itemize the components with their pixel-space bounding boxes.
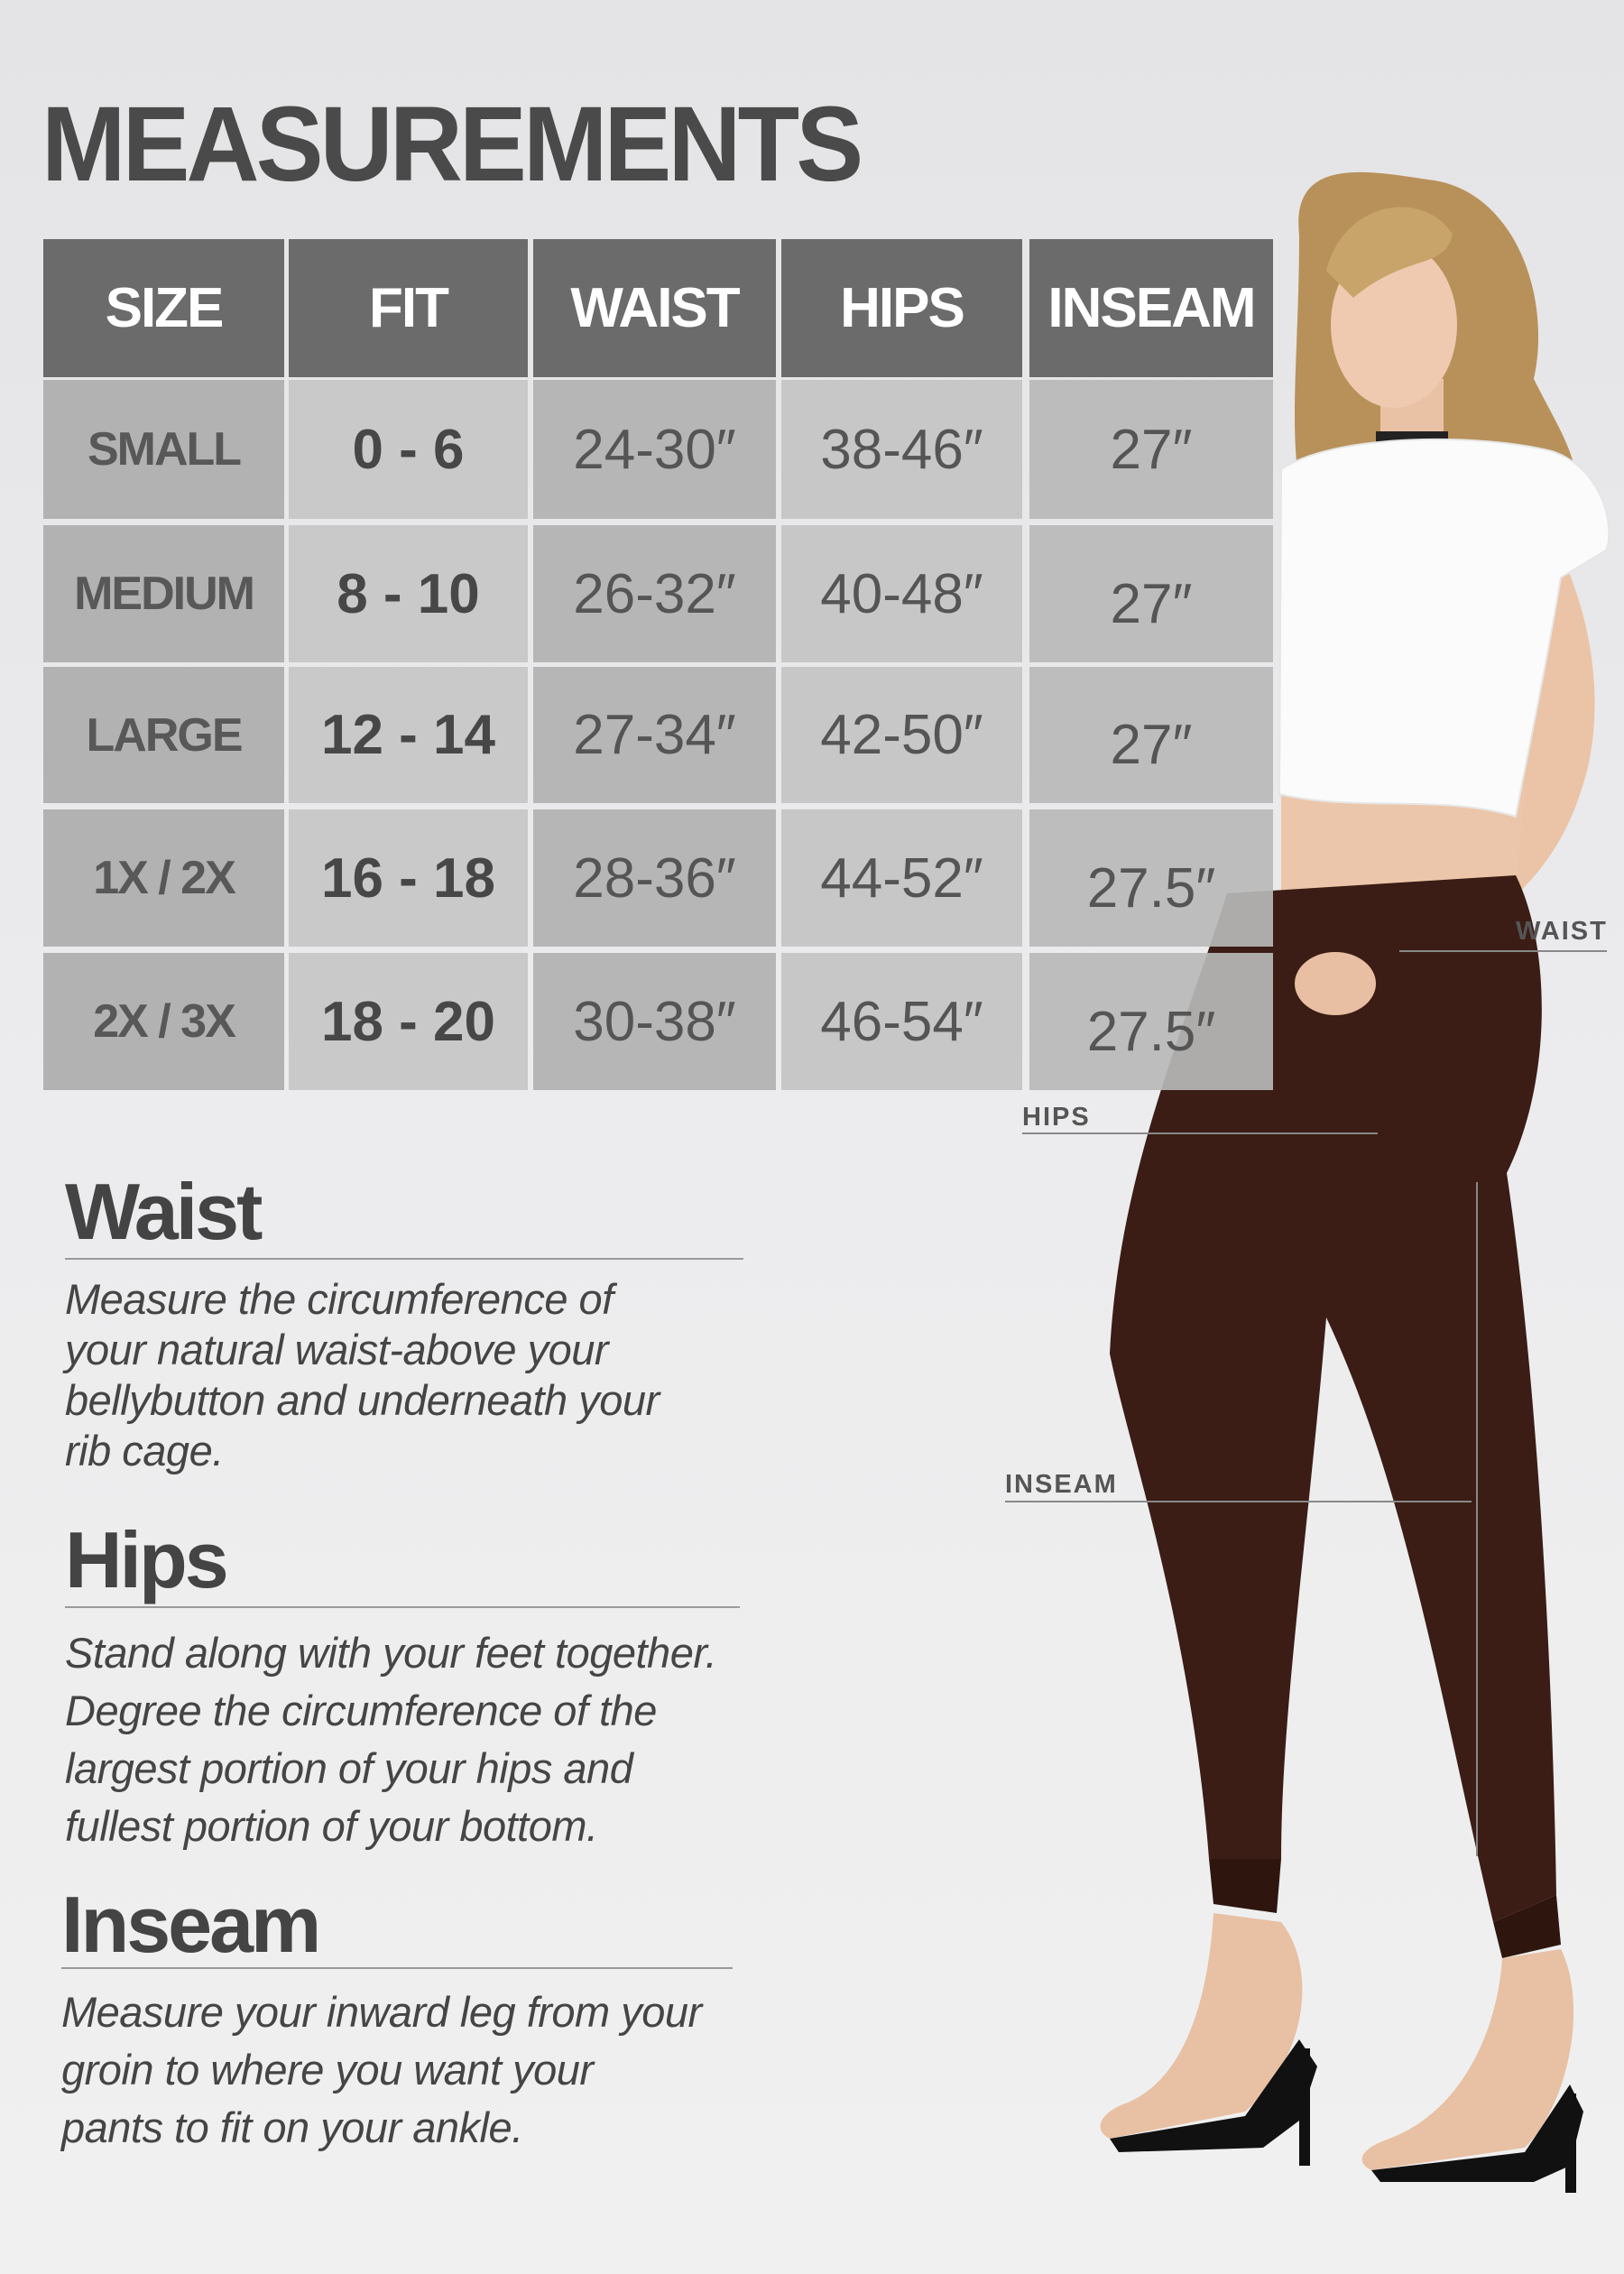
description-line: Stand along with your feet together.: [65, 1629, 717, 1677]
cell-hips: 42-50″: [781, 667, 1022, 803]
cell-fit: 16 - 18: [289, 809, 528, 947]
section-divider: [65, 1258, 743, 1260]
cell-inseam: 27.5″: [1029, 953, 1273, 1090]
description-line: your natural waist-above your: [65, 1326, 609, 1373]
cell-fit: 18 - 20: [289, 953, 528, 1090]
section-description: Measure the circumference of your natural…: [65, 1274, 660, 1476]
hips-line: [1022, 1132, 1378, 1134]
cell-inseam: 27″: [1029, 525, 1273, 662]
cell-size: SMALL: [43, 380, 284, 519]
cell-waist: 26-32″: [533, 525, 776, 662]
section-divider: [61, 1967, 733, 1969]
cell-hips: 44-52″: [781, 809, 1022, 947]
cell-fit: 0 - 6: [289, 380, 528, 519]
description-line: Degree the circumference of the: [65, 1687, 657, 1734]
cell-inseam: 27″: [1029, 380, 1273, 519]
cell-inseam: 27″: [1029, 667, 1273, 803]
description-line: pants to fit on your ankle.: [61, 2103, 523, 2151]
cell-waist: 28-36″: [533, 809, 776, 947]
figure-label-waist: WAIST: [1516, 917, 1608, 946]
cell-size: 2X / 3X: [43, 953, 284, 1090]
cell-waist: 24-30″: [533, 380, 776, 519]
inseam-line: [1005, 1501, 1472, 1502]
cell-fit: 12 - 14: [289, 667, 528, 803]
description-line: Measure the circumference of: [65, 1275, 614, 1323]
inseam-vertical-line: [1476, 1182, 1478, 1856]
cell-size: MEDIUM: [43, 525, 284, 662]
cell-waist: 30-38″: [533, 953, 776, 1090]
cell-fit: 8 - 10: [289, 525, 528, 662]
header-inseam: INSEAM: [1029, 239, 1273, 377]
section-description: Stand along with your feet together. Degr…: [65, 1624, 717, 1855]
figure-label-hips: HIPS: [1022, 1103, 1091, 1132]
description-line: Measure your inward leg from your: [61, 1988, 702, 2036]
description-line: bellybutton and underneath your: [65, 1376, 660, 1424]
cell-waist: 27-34″: [533, 667, 776, 803]
cell-size: 1X / 2X: [43, 809, 284, 947]
header-waist: WAIST: [533, 239, 776, 377]
section-description: Measure your inward leg from your groin t…: [61, 1983, 702, 2157]
cell-hips: 40-48″: [781, 525, 1022, 662]
description-line: fullest portion of your bottom.: [65, 1802, 598, 1850]
section-heading-waist: Waist: [65, 1167, 263, 1256]
waist-line: [1399, 950, 1607, 952]
description-line: largest portion of your hips and: [65, 1744, 633, 1792]
cell-size: LARGE: [43, 667, 284, 803]
page-title: MEASUREMENTS: [42, 85, 863, 204]
size-chart-table: SIZE FIT WAIST HIPS INSEAM SMALL 0 - 6 24-30″ 38…: [43, 239, 1273, 1090]
section-heading-hips: Hips: [65, 1515, 229, 1604]
section-divider: [65, 1606, 740, 1608]
cell-hips: 46-54″: [781, 953, 1022, 1090]
header-hips: HIPS: [781, 239, 1022, 377]
description-line: groin to where you want your: [61, 2046, 594, 2094]
header-fit: FIT: [289, 239, 528, 377]
header-size: SIZE: [43, 239, 284, 377]
section-heading-inseam: Inseam: [61, 1880, 321, 1969]
figure-label-inseam: INSEAM: [1005, 1470, 1118, 1499]
cell-inseam: 27.5″: [1029, 809, 1273, 947]
cell-hips: 38-46″: [781, 380, 1022, 519]
description-line: rib cage.: [65, 1427, 224, 1474]
